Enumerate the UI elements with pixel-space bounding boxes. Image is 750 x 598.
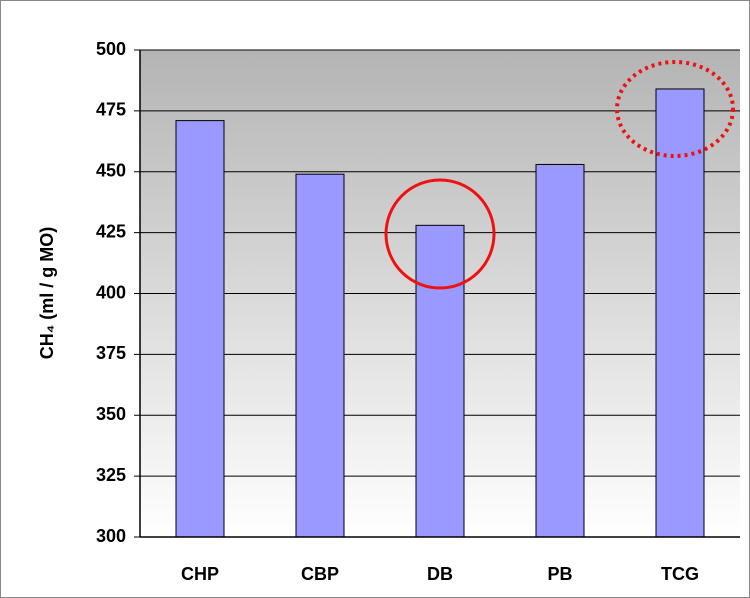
y-tick-label: 400	[96, 282, 126, 302]
bar	[415, 224, 465, 538]
bar	[175, 120, 225, 538]
y-tick-label: 425	[96, 221, 126, 241]
x-tick-label: TCG	[661, 564, 699, 584]
y-tick-label: 300	[96, 526, 126, 546]
y-axis-label: CH₄ (ml / g MO)	[37, 227, 57, 360]
y-tick-label: 500	[96, 39, 126, 59]
x-tick-label: DB	[427, 564, 453, 584]
y-tick-label: 350	[96, 404, 126, 424]
x-tick-label: CBP	[301, 564, 339, 584]
y-tick-label: 475	[96, 100, 126, 120]
bar	[535, 163, 585, 538]
y-tick-label: 375	[96, 343, 126, 363]
bar	[295, 173, 345, 538]
y-tick-label: 450	[96, 161, 126, 181]
highlight-circle	[384, 178, 496, 290]
y-tick-label: 325	[96, 465, 126, 485]
highlight-circle-dotted	[615, 60, 735, 158]
x-tick-label: CHP	[181, 564, 219, 584]
x-tick-label: PB	[547, 564, 572, 584]
